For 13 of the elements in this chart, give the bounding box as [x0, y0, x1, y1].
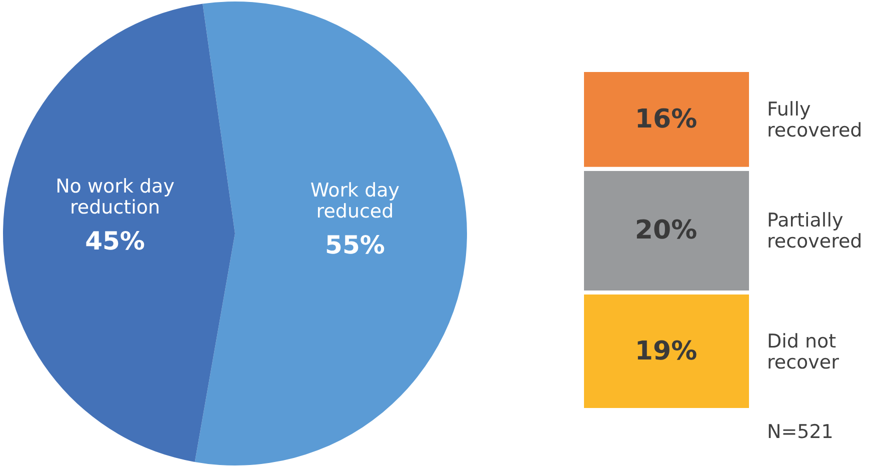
data-label: 45% [85, 226, 145, 256]
data-label: 20% [634, 216, 698, 246]
data-label: 55% [325, 230, 385, 260]
series-label: Did not recover [767, 330, 840, 374]
data-label: 19% [634, 336, 698, 366]
pie-slice [194, 2, 467, 466]
slice-label: Work day reduced [310, 180, 400, 223]
data-label: 16% [634, 104, 698, 134]
series-label: Fully recovered [767, 98, 862, 142]
pie-slice [3, 4, 235, 462]
text: N=521 [767, 421, 834, 443]
series-label: Partially recovered [767, 210, 862, 253]
slice-label: No work day reduction [56, 175, 174, 218]
